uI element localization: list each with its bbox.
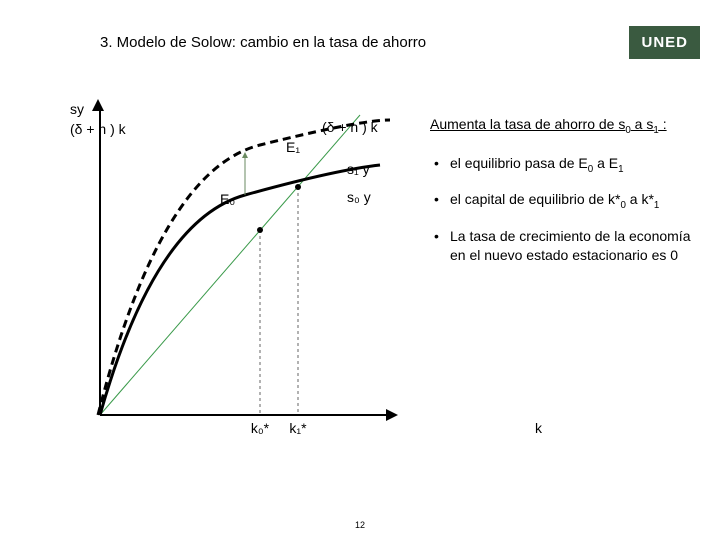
label-k1-star: k₁*: [289, 420, 306, 436]
slide-title: 3. Modelo de Solow: cambio en la tasa de…: [100, 34, 426, 51]
explanation-item: el equilibrio pasa de E0 a E1: [430, 154, 700, 177]
label-E0: E₀: [220, 191, 235, 207]
explanation-item: La tasa de crecimiento de la economía en…: [430, 227, 700, 266]
uned-logo: UNED: [629, 26, 700, 59]
explanation-list: el equilibrio pasa de E0 a E1 el capital…: [430, 154, 700, 266]
solow-chart: sy(δ + n ) k (δ + n ) k s₁ y s₀ y E₁ E₀ …: [60, 95, 400, 435]
label-s1y: s₁ y: [347, 161, 370, 177]
explanation-panel: Aumenta la tasa de ahorro de s0 a s1 : e…: [430, 115, 700, 280]
explanation-item: el capital de equilibrio de k*0 a k*1: [430, 190, 700, 213]
chart-svg: [60, 95, 400, 435]
y-axis-label: sy(δ + n ) k: [70, 100, 126, 139]
label-depreciation-line: (δ + n ) k: [322, 119, 378, 135]
label-k0-star: k₀*: [251, 420, 269, 436]
x-axis-label: k: [535, 420, 542, 436]
label-s0y: s₀ y: [347, 189, 371, 205]
label-E1: E₁: [286, 139, 300, 155]
explanation-heading: Aumenta la tasa de ahorro de s0 a s1 :: [430, 115, 700, 138]
page-number: 12: [355, 520, 365, 530]
